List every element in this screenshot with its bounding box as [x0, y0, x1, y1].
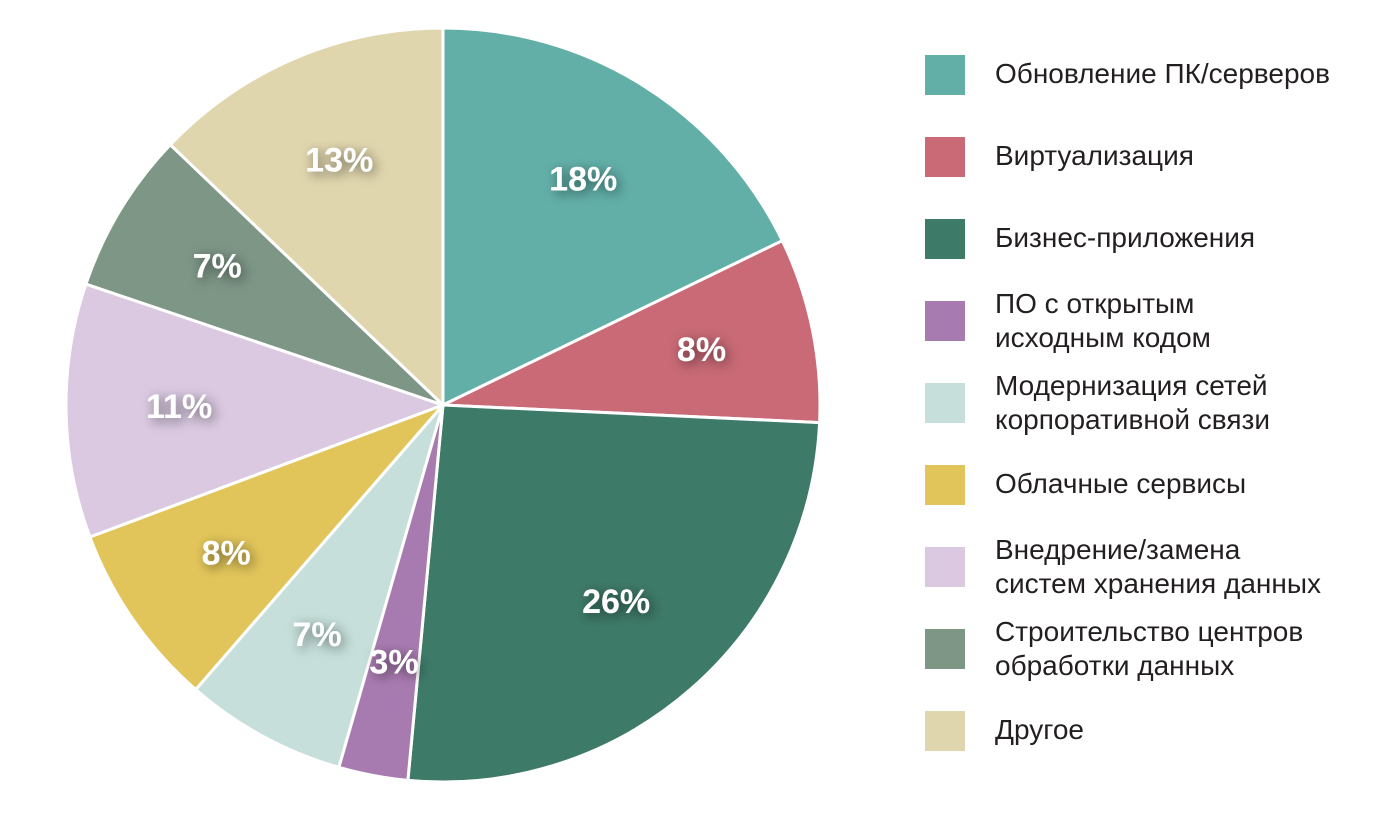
legend-label: Другое — [995, 714, 1084, 745]
legend-swatch — [925, 301, 965, 341]
legend-item: ПО с открытым исходным кодом — [925, 288, 1365, 380]
slice-label-3: 3% — [369, 643, 418, 681]
pie-slice-4 — [194, 403, 445, 769]
pie-slice-0 — [441, 26, 784, 407]
legend-swatch — [925, 219, 965, 259]
slice-label-0: 18% — [549, 160, 617, 198]
legend-swatch — [925, 55, 965, 95]
pie-slice-8 — [168, 26, 445, 407]
pie-slice-5 — [88, 403, 445, 692]
legend-swatch — [925, 383, 965, 423]
legend-label: Виртуализация — [995, 140, 1194, 171]
legend-swatch — [925, 629, 965, 669]
pie-slice-7 — [84, 143, 445, 407]
legend-swatch — [925, 711, 965, 751]
legend-item: Другое — [925, 708, 1365, 790]
pie-slice-1 — [441, 239, 822, 425]
legend-item: Строительство центров обработки данных — [925, 616, 1365, 708]
legend-swatch — [925, 137, 965, 177]
pie-slice-2 — [406, 403, 822, 784]
legend-item: Виртуализация — [925, 134, 1365, 216]
legend-item: Бизнес-приложения — [925, 216, 1365, 298]
pie-slice-6 — [64, 282, 445, 539]
legend-item: Обновление ПК/серверов — [925, 52, 1365, 134]
legend-swatch — [925, 547, 965, 587]
legend-label: Строительство центров обработки данных — [995, 616, 1304, 681]
legend-label: ПО с открытым исходным кодом — [995, 288, 1211, 353]
slice-label-1: 8% — [677, 331, 726, 369]
legend-label: Бизнес-приложения — [995, 222, 1256, 253]
legend-swatch — [925, 465, 965, 505]
legend-label: Облачные сервисы — [995, 468, 1247, 499]
slice-label-4: 7% — [292, 616, 341, 654]
legend-item: Облачные сервисы — [925, 462, 1365, 544]
slice-label-2: 26% — [582, 583, 650, 621]
slice-label-8: 13% — [305, 141, 373, 179]
slice-label-7: 7% — [193, 247, 242, 285]
slice-label-5: 8% — [202, 534, 251, 572]
pie-labels: 18% 8% 26% 3% 7% 8% 11% 7% 13% — [146, 141, 726, 681]
legend-label: Внедрение/замена систем хранения данных — [995, 534, 1321, 599]
legend-label: Модернизация сетей корпоративной связи — [995, 370, 1270, 435]
pie-chart: 18% 8% 26% 3% 7% 8% 11% 7% 13% — [64, 26, 822, 784]
slice-label-6: 11% — [146, 388, 212, 426]
pie-slices — [64, 26, 822, 784]
legend-label: Обновление ПК/серверов — [995, 58, 1330, 89]
legend-item: Внедрение/замена систем хранения данных — [925, 534, 1365, 626]
legend-item: Модернизация сетей корпоративной связи — [925, 370, 1365, 462]
